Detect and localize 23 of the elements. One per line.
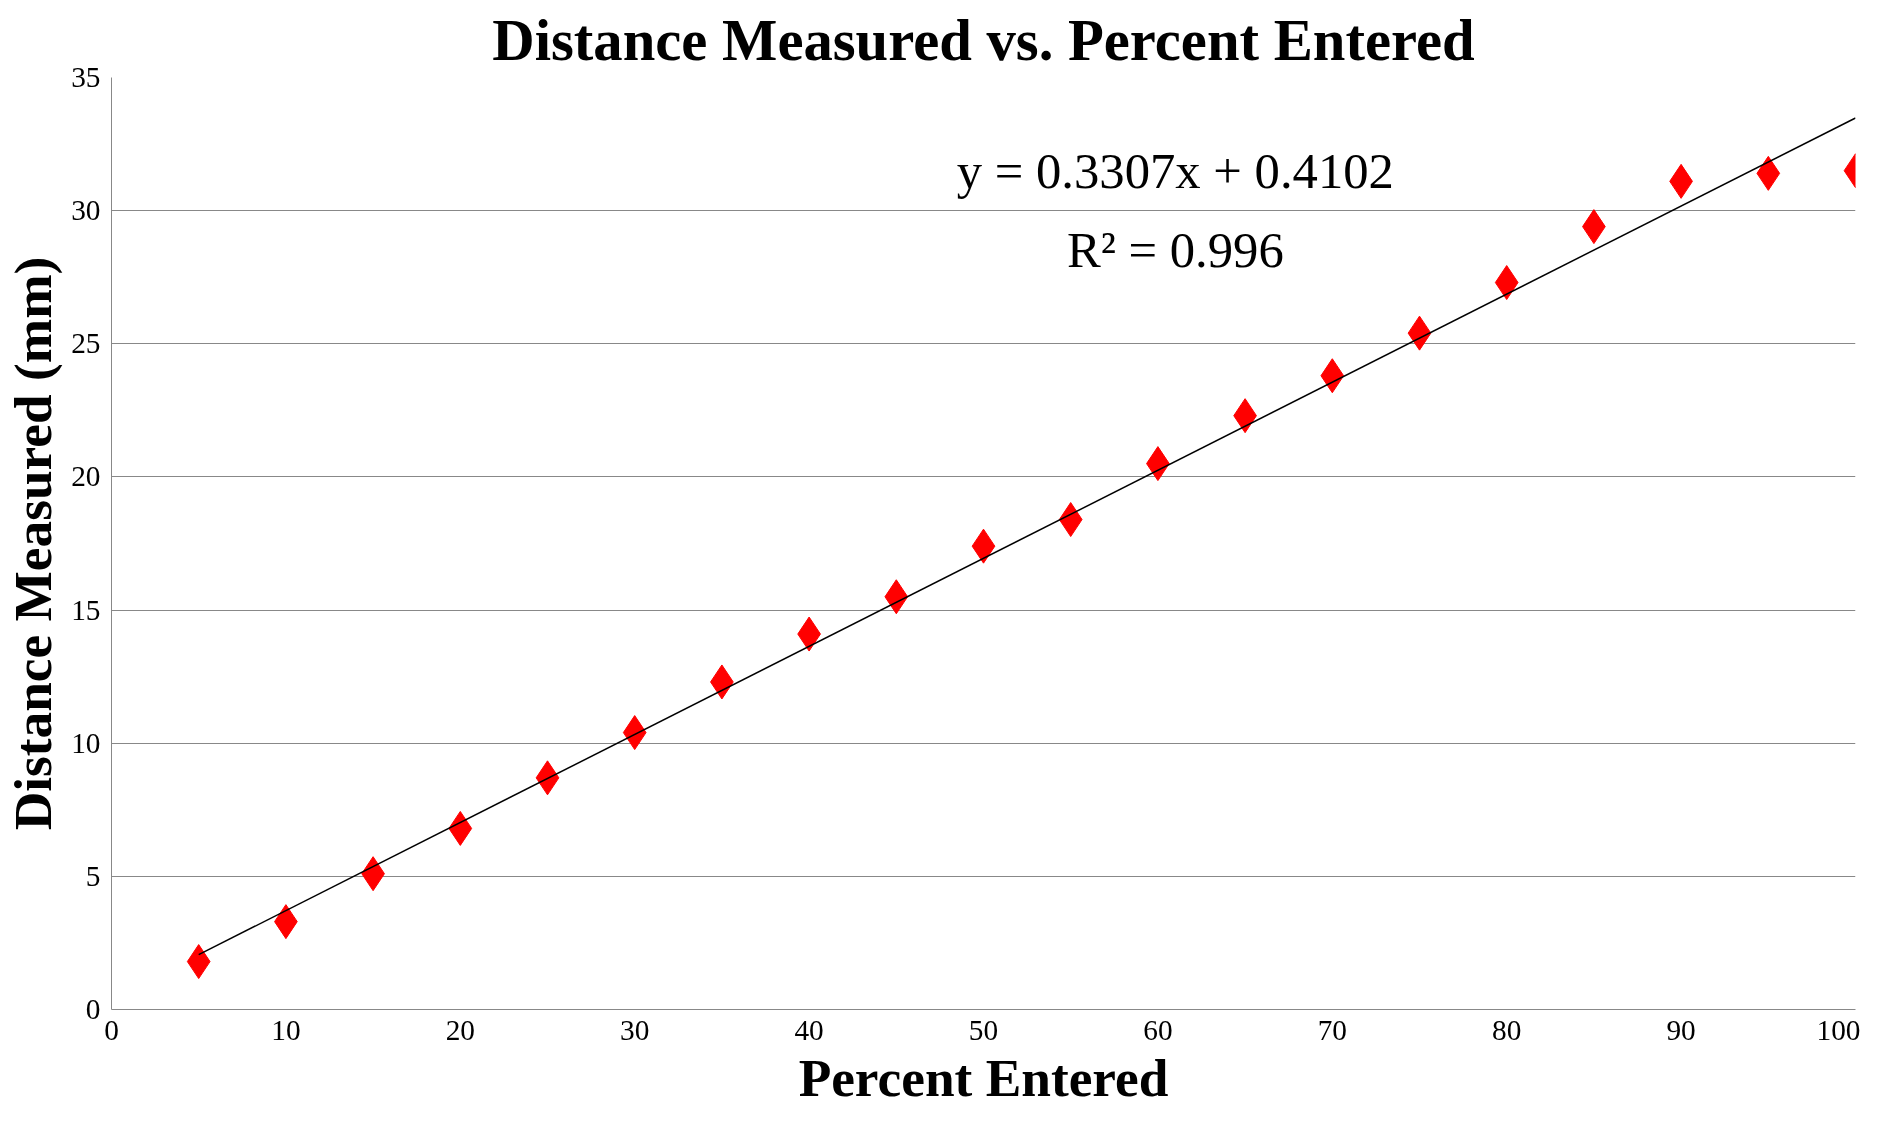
y-tick-label: 10 <box>71 726 101 759</box>
chart-title: Distance Measured vs. Percent Entered <box>492 7 1475 73</box>
x-tick-label: 50 <box>968 1013 999 1046</box>
y-tick-label: 5 <box>85 859 101 892</box>
x-tick-label: 20 <box>445 1013 475 1046</box>
y-axis-title: Distance Measured (mm) <box>3 256 64 831</box>
y-tick-label: 30 <box>71 194 101 227</box>
x-tick-label: 70 <box>1317 1013 1347 1046</box>
y-tick-label: 35 <box>71 61 101 93</box>
y-tick-label: 0 <box>85 993 101 1025</box>
x-tick-label: 90 <box>1666 1013 1696 1046</box>
x-axis-title: Percent Entered <box>798 1047 1169 1108</box>
x-tick-label: 10 <box>271 1013 301 1046</box>
y-tick-label: 15 <box>71 593 101 626</box>
x-tick-label: 30 <box>620 1013 650 1046</box>
x-tick-label: 60 <box>1143 1013 1173 1046</box>
x-tick-label: 80 <box>1492 1013 1522 1046</box>
y-tick-label: 25 <box>71 327 101 360</box>
x-tick-label: 100 <box>1816 1013 1861 1046</box>
annotation: y = 0.3307x + 0.4102 <box>956 142 1394 199</box>
y-tick-label: 20 <box>71 460 101 493</box>
x-tick-label: 40 <box>794 1013 824 1046</box>
annotation: R² = 0.996 <box>1066 221 1284 278</box>
